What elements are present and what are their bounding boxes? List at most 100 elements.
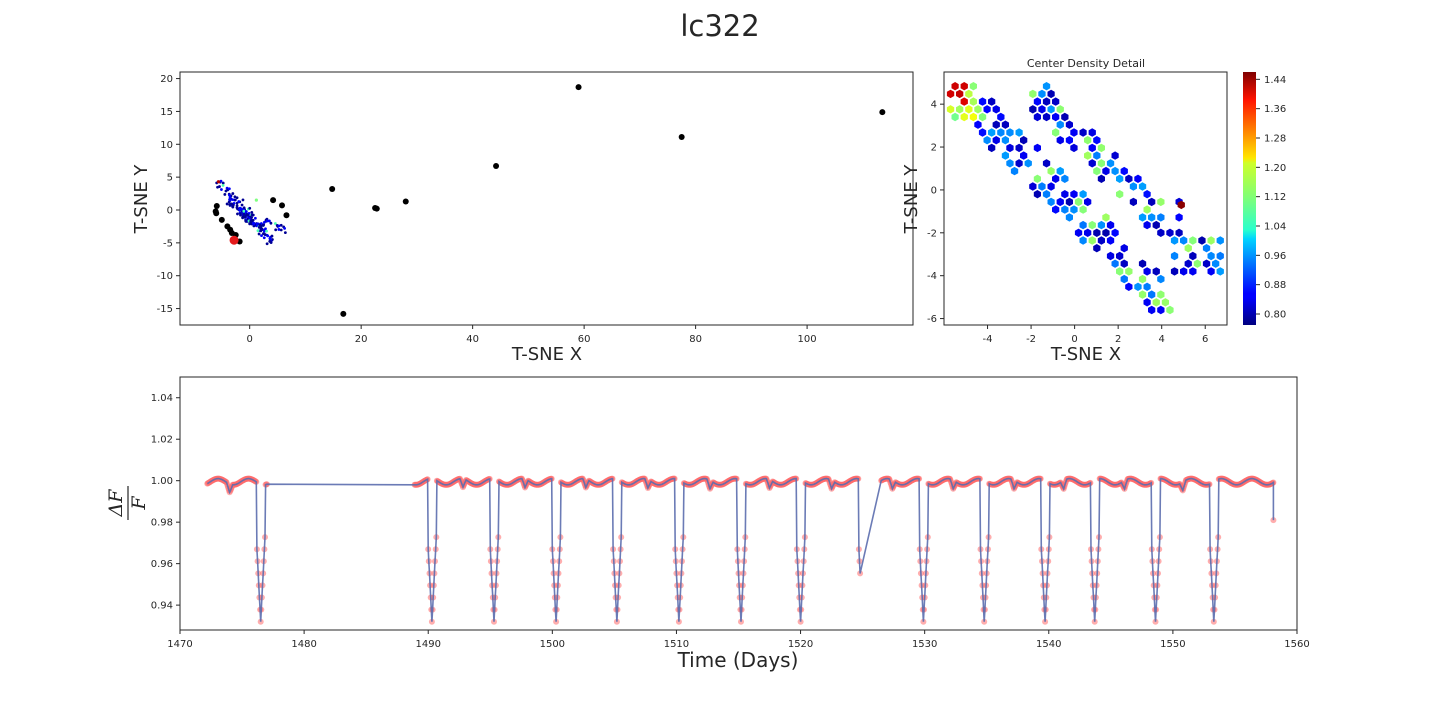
density-hex-bin	[1006, 159, 1014, 168]
density-hex-bin	[1029, 105, 1037, 114]
density-hex-bin	[1129, 182, 1137, 191]
tsne-point	[248, 206, 252, 210]
density-hex-bin	[1148, 213, 1156, 222]
density-ytick-label: 4	[931, 100, 937, 111]
density-hex-bin	[1052, 205, 1060, 214]
density-hex-bin	[1047, 197, 1055, 207]
density-hex-bin	[988, 97, 996, 106]
density-hex-bin	[951, 82, 959, 91]
density-hex-bin	[1138, 182, 1147, 191]
tsne-point	[283, 226, 286, 230]
tsne-ytick-label: 15	[160, 107, 173, 118]
density-hex-bin	[1061, 190, 1069, 199]
tsne-point	[223, 193, 227, 196]
density-hex-bin	[1129, 197, 1137, 207]
density-hex-bin	[1020, 151, 1028, 160]
density-hex-bin	[1106, 251, 1115, 261]
tsne-point	[216, 180, 221, 184]
tsne-point	[231, 192, 235, 195]
density-hex-bin	[983, 105, 991, 114]
density-hex-bin	[1052, 112, 1060, 122]
tsne-outlier-point	[218, 216, 225, 223]
density-hex-bin	[965, 89, 973, 99]
tsne-point	[229, 202, 233, 206]
density-hex-bin	[1207, 267, 1215, 276]
density-xtick-label: -4	[983, 334, 993, 345]
tsne-point	[228, 198, 231, 201]
density-hex-bin	[1102, 228, 1110, 237]
tsne-point	[238, 206, 242, 210]
density-hex-bin	[1097, 174, 1105, 183]
tsne-point	[233, 195, 237, 199]
density-hex-bin	[992, 120, 1000, 129]
density-hex-bin	[1216, 236, 1224, 245]
density-hex-bin	[965, 105, 973, 114]
colorbar-tick-label: 0.80	[1264, 310, 1286, 321]
lightcurve-xtick-label: 1560	[1284, 639, 1309, 650]
density-hex-bin	[1056, 197, 1064, 207]
density-hex-bin	[1180, 236, 1188, 245]
density-ytick-label: -4	[927, 271, 937, 282]
tsne-x-axis-label: T-SNE X	[511, 344, 582, 365]
tsne-ytick-label: -10	[157, 271, 173, 282]
density-hex-bin	[1052, 174, 1060, 183]
density-xtick-label: 0	[1071, 334, 1077, 345]
density-hex-bin	[1042, 190, 1051, 199]
density-hex-bin	[1143, 267, 1151, 276]
tsne-point	[225, 202, 229, 206]
density-hex-bin	[1111, 166, 1119, 176]
density-hex-bin	[1212, 259, 1220, 268]
tsne-ytick-label: 5	[167, 173, 173, 184]
density-hex-bin	[1143, 190, 1151, 199]
tsne-outlier-point	[575, 84, 582, 91]
density-hex-bin	[1116, 267, 1124, 276]
density-hex-bin	[1148, 305, 1156, 315]
ylabel-denominator: F	[128, 496, 150, 511]
tsne-point	[227, 200, 231, 204]
lightcurve-panel: 1470 1480 1490 1500 1510 1520 1530 1540 1550 1560…	[105, 376, 1310, 672]
lightcurve-xtick-label: 1500	[540, 639, 565, 650]
density-hex-bin	[1170, 267, 1179, 276]
tsne-y-axis-label: T-SNE Y	[131, 164, 152, 235]
density-hex-bin	[1079, 205, 1087, 214]
density-xtick-label: 6	[1202, 334, 1208, 345]
tsne-point	[264, 227, 267, 231]
density-hex-bin	[1148, 290, 1156, 299]
tsne-point	[219, 179, 223, 183]
tsne-ytick-label: 20	[160, 74, 173, 85]
tsne-point	[265, 219, 269, 223]
density-hex-bin	[1033, 174, 1041, 183]
tsne-point	[235, 196, 239, 200]
density-hex-bin	[1029, 89, 1037, 99]
density-hex-bin	[1079, 220, 1087, 230]
density-hex-bin	[1070, 190, 1078, 199]
tsne-point	[273, 222, 277, 225]
density-hex-bin	[1216, 267, 1224, 276]
colorbar-tick-label: 1.20	[1264, 163, 1286, 174]
tsne-point	[262, 223, 265, 227]
density-hex-bin	[1120, 274, 1128, 284]
tsne-point	[221, 181, 225, 185]
density-hex-bin	[960, 112, 968, 122]
density-hex-bin	[1134, 174, 1142, 183]
density-hex-bin	[1143, 282, 1151, 291]
tsne-xtick-label: 80	[689, 334, 702, 345]
density-hex-bin	[1216, 251, 1224, 261]
tsne-point	[246, 213, 250, 217]
density-hex-bin	[1138, 274, 1147, 284]
lightcurve-xtick-label: 1480	[291, 639, 316, 650]
tsne-outlier-point	[279, 202, 286, 209]
tsne-point	[227, 187, 231, 191]
density-hex-bin	[1047, 182, 1055, 191]
tsne-point	[228, 193, 231, 197]
density-hex-bin	[1125, 174, 1133, 183]
density-hex-bin	[1042, 159, 1051, 168]
lightcurve-xtick-label: 1520	[788, 639, 813, 650]
tsne-point	[253, 216, 257, 220]
density-hex-bin	[1102, 166, 1110, 176]
tsne-point	[233, 198, 237, 202]
tsne-outlier-point	[493, 162, 500, 169]
density-hex-bin	[1198, 236, 1206, 245]
density-axes-frame	[943, 71, 1228, 326]
density-hex-bin	[946, 89, 955, 99]
